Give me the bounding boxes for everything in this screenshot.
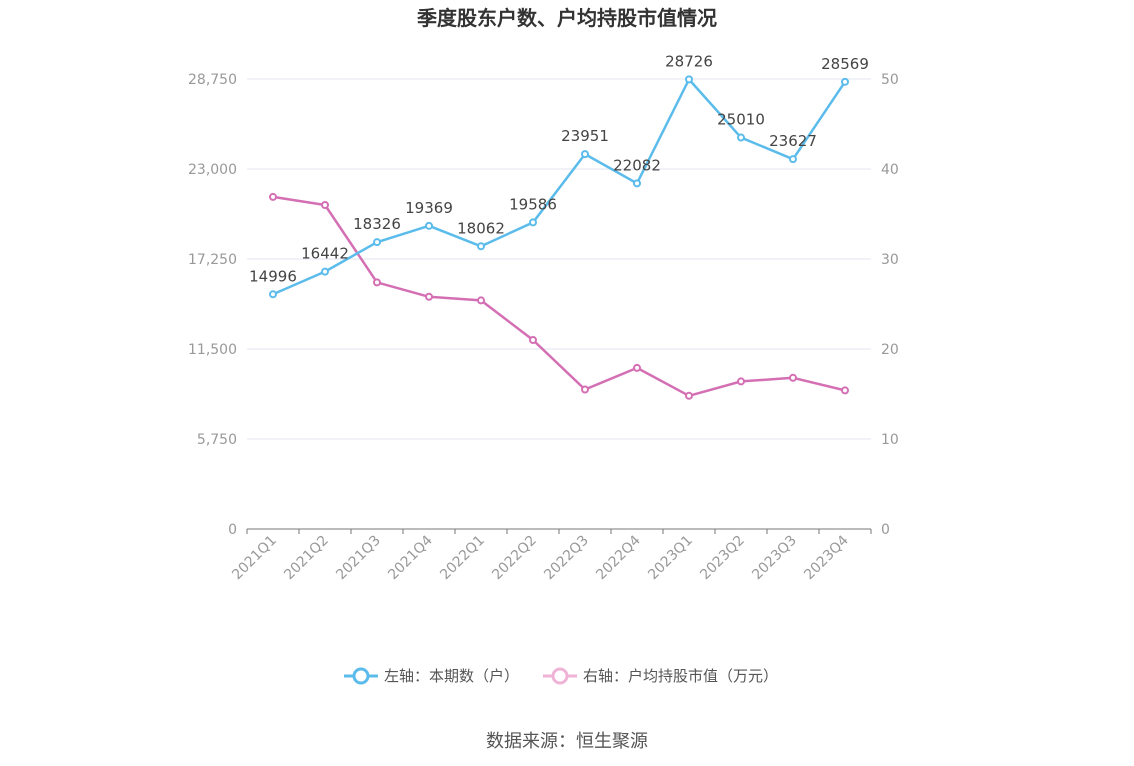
x-tick-label: 2021Q2 bbox=[281, 533, 332, 584]
data-source: 数据来源：恒生聚源 bbox=[486, 731, 648, 752]
legend-item-right[interactable]: 右轴：户均持股市值（万元） bbox=[543, 667, 778, 685]
data-point-right[interactable] bbox=[321, 201, 329, 209]
legend-right-marker bbox=[551, 667, 569, 685]
data-point-right[interactable] bbox=[581, 385, 589, 394]
series-line-right bbox=[272, 195, 846, 398]
left-tick-label: 5,750 bbox=[197, 432, 237, 448]
data-label: 22082 bbox=[613, 156, 661, 174]
data-point-left[interactable] bbox=[477, 242, 485, 251]
x-tick-label: 2023Q2 bbox=[697, 533, 748, 584]
data-point-left[interactable] bbox=[425, 221, 433, 230]
x-tick-label: 2022Q2 bbox=[489, 533, 540, 584]
right-tick-label: 40 bbox=[881, 162, 899, 178]
left-axis-ticks: 0 5,750 11,500 17,250 23,000 28,750 bbox=[188, 72, 237, 538]
data-label: 19369 bbox=[405, 199, 453, 217]
data-label: 23951 bbox=[561, 127, 609, 145]
x-tick-label: 2021Q4 bbox=[385, 532, 436, 583]
data-point-right[interactable] bbox=[529, 336, 537, 344]
data-label: 16442 bbox=[301, 245, 349, 263]
x-tick-label: 2023Q4 bbox=[801, 532, 852, 583]
legend[interactable]: 左轴：本期数（户） 右轴：户均持股市值（万元） bbox=[344, 667, 778, 685]
data-label: 19586 bbox=[509, 195, 557, 213]
data-point-left[interactable] bbox=[581, 150, 589, 159]
series-line-left bbox=[272, 78, 847, 296]
data-label: 25010 bbox=[717, 111, 765, 129]
left-tick-label: 0 bbox=[228, 522, 237, 538]
data-point-left[interactable] bbox=[633, 179, 641, 188]
right-tick-label: 30 bbox=[881, 252, 899, 268]
data-point-left[interactable] bbox=[789, 155, 797, 164]
x-tick-label: 2022Q1 bbox=[437, 533, 488, 584]
x-tick-label: 2023Q3 bbox=[749, 533, 800, 584]
data-label: 18326 bbox=[353, 215, 401, 233]
left-tick-label: 23,000 bbox=[188, 162, 237, 178]
data-point-right[interactable] bbox=[789, 373, 797, 382]
x-axis: 2021Q1 2021Q2 2021Q3 2021Q4 2022Q1 2022Q2 2022… bbox=[229, 528, 872, 584]
data-label: 23627 bbox=[769, 132, 817, 150]
data-point-left[interactable] bbox=[841, 77, 849, 86]
data-point-left[interactable] bbox=[269, 290, 277, 299]
left-tick-label: 17,250 bbox=[188, 252, 237, 268]
data-label: 28569 bbox=[821, 55, 869, 73]
data-point-right[interactable] bbox=[373, 278, 381, 287]
data-point-right[interactable] bbox=[737, 377, 745, 386]
series-right bbox=[269, 192, 849, 400]
data-point-right[interactable] bbox=[841, 386, 849, 395]
data-point-right[interactable] bbox=[633, 363, 641, 372]
data-point-left[interactable] bbox=[737, 133, 745, 142]
data-point-right[interactable] bbox=[477, 296, 485, 305]
right-tick-label: 20 bbox=[881, 342, 899, 358]
right-tick-label: 50 bbox=[881, 72, 899, 88]
x-tick-label: 2021Q1 bbox=[229, 533, 280, 584]
data-label: 14996 bbox=[249, 267, 297, 285]
data-point-left[interactable] bbox=[373, 238, 381, 247]
x-tick-label: 2021Q3 bbox=[333, 533, 384, 584]
data-point-left[interactable] bbox=[529, 218, 537, 227]
data-point-left[interactable] bbox=[685, 75, 693, 84]
right-tick-label: 0 bbox=[881, 522, 890, 538]
data-point-left[interactable] bbox=[321, 267, 329, 276]
data-point-right[interactable] bbox=[425, 292, 433, 301]
data-point-right[interactable] bbox=[269, 192, 277, 201]
data-point-right[interactable] bbox=[685, 391, 693, 400]
legend-right-label: 右轴：户均持股市值（万元） bbox=[583, 667, 778, 685]
data-label: 18062 bbox=[457, 219, 505, 237]
grid-lines bbox=[247, 78, 871, 440]
left-tick-label: 11,500 bbox=[188, 342, 237, 358]
legend-left-label: 左轴：本期数（户） bbox=[384, 667, 519, 685]
chart-title: 季度股东户数、户均持股市值情况 bbox=[416, 6, 717, 30]
right-axis-ticks: 0 10 20 30 40 50 bbox=[881, 72, 899, 538]
x-tick-label: 2023Q1 bbox=[645, 533, 696, 584]
legend-left-marker bbox=[352, 667, 370, 685]
left-tick-label: 28,750 bbox=[188, 72, 237, 88]
data-label: 28726 bbox=[665, 52, 713, 70]
x-tick-label: 2022Q4 bbox=[593, 532, 644, 583]
legend-item-left[interactable]: 左轴：本期数（户） bbox=[344, 667, 519, 685]
x-tick-label: 2022Q3 bbox=[541, 533, 592, 584]
right-tick-label: 10 bbox=[881, 432, 899, 448]
